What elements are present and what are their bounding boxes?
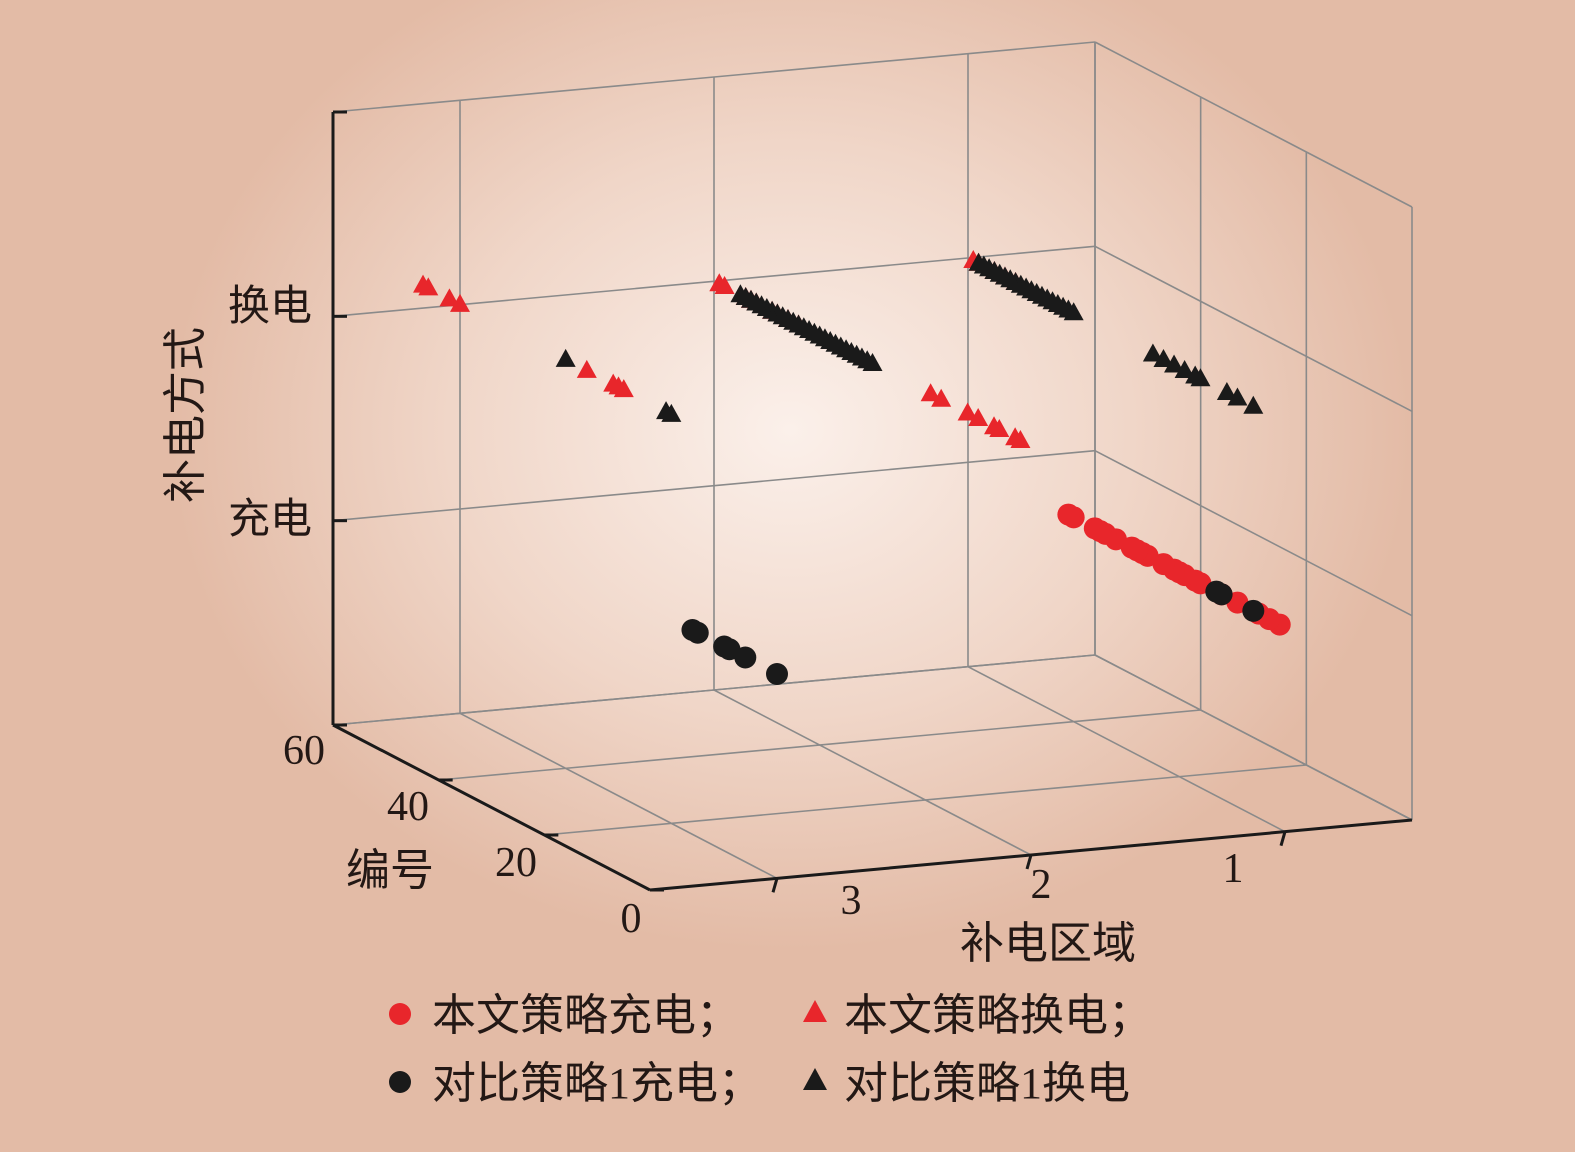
data-point [1243, 395, 1264, 414]
legend-marker-red-circle [389, 1003, 411, 1025]
data-point [1242, 599, 1265, 622]
data-point [439, 288, 460, 307]
data-point [984, 416, 1005, 435]
data-point [1216, 381, 1237, 400]
data-point [413, 274, 434, 293]
legend: 本文策略充电； 本文策略换电； 对比策略1充电； 对比策略1换电 [389, 991, 1152, 1108]
data-point [968, 408, 989, 427]
y-axis-title: 编号 [346, 846, 434, 895]
x-tick-mark [1279, 831, 1287, 847]
z-tick-label: 换电 [228, 284, 312, 330]
data-point [603, 373, 624, 392]
grid-line [438, 709, 1201, 781]
grid-line [332, 654, 1096, 726]
data-point [681, 619, 704, 641]
data-point [931, 388, 952, 407]
z-tick-label: 充电 [228, 497, 312, 543]
legend-item: 本文策略换电； [803, 991, 1152, 1040]
y-tick-label: 20 [495, 840, 537, 886]
data-point [957, 402, 978, 421]
data-point [555, 348, 576, 367]
data-point [1227, 387, 1248, 406]
y-tick-label: 0 [621, 896, 642, 942]
grid-line [1094, 654, 1413, 821]
x-axis-title: 补电区域 [960, 919, 1136, 968]
legend-label: 对比策略1换电 [844, 1059, 1130, 1108]
legend-item: 对比策略1换电 [803, 1059, 1130, 1108]
data-point [1164, 354, 1185, 373]
data-point [766, 663, 788, 685]
grid-line [332, 41, 1096, 113]
y-tick-label: 40 [387, 784, 429, 830]
data-point [730, 284, 751, 303]
grid-line [1094, 41, 1413, 208]
data-point [1142, 343, 1163, 362]
data-point [968, 252, 989, 271]
legend-label: 对比策略1充电； [432, 1059, 762, 1108]
data-point [1185, 365, 1206, 384]
grid-line [713, 689, 1032, 856]
data-point [709, 273, 730, 292]
data-point [1205, 580, 1228, 603]
legend-label: 本文策略充电； [432, 991, 740, 1040]
legend-marker-black-triangle [803, 1068, 827, 1090]
z-axis-title: 补电方式 [161, 327, 210, 503]
x-tick-label: 2 [1031, 862, 1052, 908]
data-point [713, 635, 736, 658]
x-tick-mark [1025, 854, 1033, 870]
legend-label: 本文策略换电； [844, 991, 1152, 1040]
y-tick-label: 60 [283, 728, 325, 774]
x-tick-label: 3 [841, 878, 862, 924]
grid-line [1094, 245, 1413, 413]
grid-line [1094, 449, 1413, 617]
x-tick-mark [771, 877, 779, 893]
grid-line [544, 764, 1307, 836]
data-point [576, 359, 597, 378]
grid-line [459, 712, 778, 880]
grid-lines [332, 41, 1413, 891]
data-point [656, 401, 677, 420]
data-point [1057, 503, 1080, 526]
x-tick-label: 1 [1223, 846, 1244, 892]
data-point [1174, 359, 1195, 378]
data-point [450, 293, 470, 312]
legend-marker-red-triangle [803, 1000, 827, 1022]
grid-line [332, 449, 1096, 522]
axis-lines [331, 110, 1413, 893]
grid-line [967, 665, 1286, 833]
data-point [1005, 427, 1026, 446]
data-point [1153, 348, 1174, 367]
y-axis-line [332, 723, 651, 892]
data-points [413, 249, 1291, 685]
legend-item: 对比策略1充电； [389, 1059, 762, 1108]
legend-marker-black-circle [389, 1071, 411, 1093]
data-point [920, 383, 941, 402]
legend-item: 本文策略充电； [389, 991, 740, 1040]
data-point [1083, 517, 1106, 540]
